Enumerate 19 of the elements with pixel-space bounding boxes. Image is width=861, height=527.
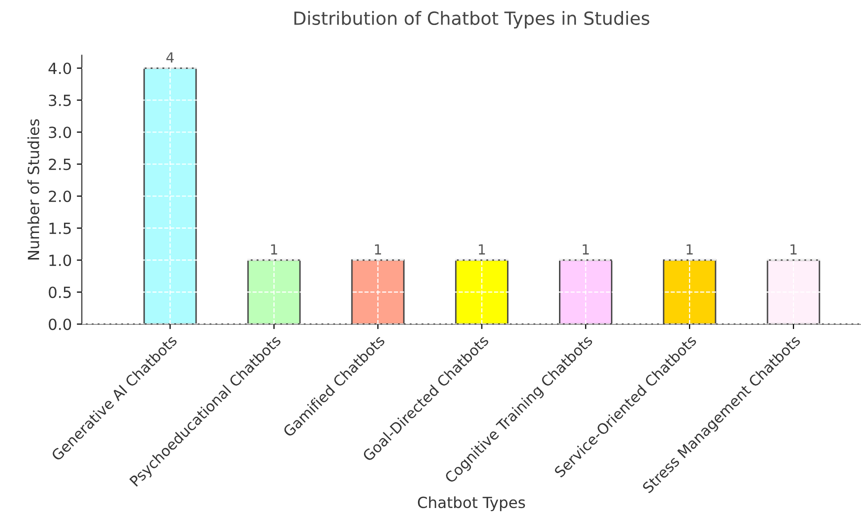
y-axis-title: Number of Studies xyxy=(27,119,40,260)
data-label: 1 xyxy=(582,244,589,254)
y-tick-label: 0.0 xyxy=(48,318,72,330)
x-axis-title: Chatbot Types xyxy=(418,496,525,512)
y-tick-label: 1.0 xyxy=(49,254,72,266)
y-tick-label: 1.5 xyxy=(49,222,71,234)
y-tick-label: 2.0 xyxy=(48,190,72,202)
data-label: 1 xyxy=(478,244,485,254)
y-tick-label: 3.5 xyxy=(48,94,71,106)
data-label: 1 xyxy=(375,244,382,254)
y-tick-label: 2.5 xyxy=(48,158,71,170)
data-label: 4 xyxy=(166,52,174,62)
y-tick-label: 3.0 xyxy=(48,126,72,138)
chart-title: Distribution of Chatbot Types in Studies xyxy=(294,11,650,29)
y-tick-label: 0.5 xyxy=(48,286,71,298)
y-tick-label: 4.0 xyxy=(48,62,72,74)
data-label: 1 xyxy=(686,244,693,254)
data-label: 1 xyxy=(790,244,797,254)
data-label: 1 xyxy=(271,244,278,254)
